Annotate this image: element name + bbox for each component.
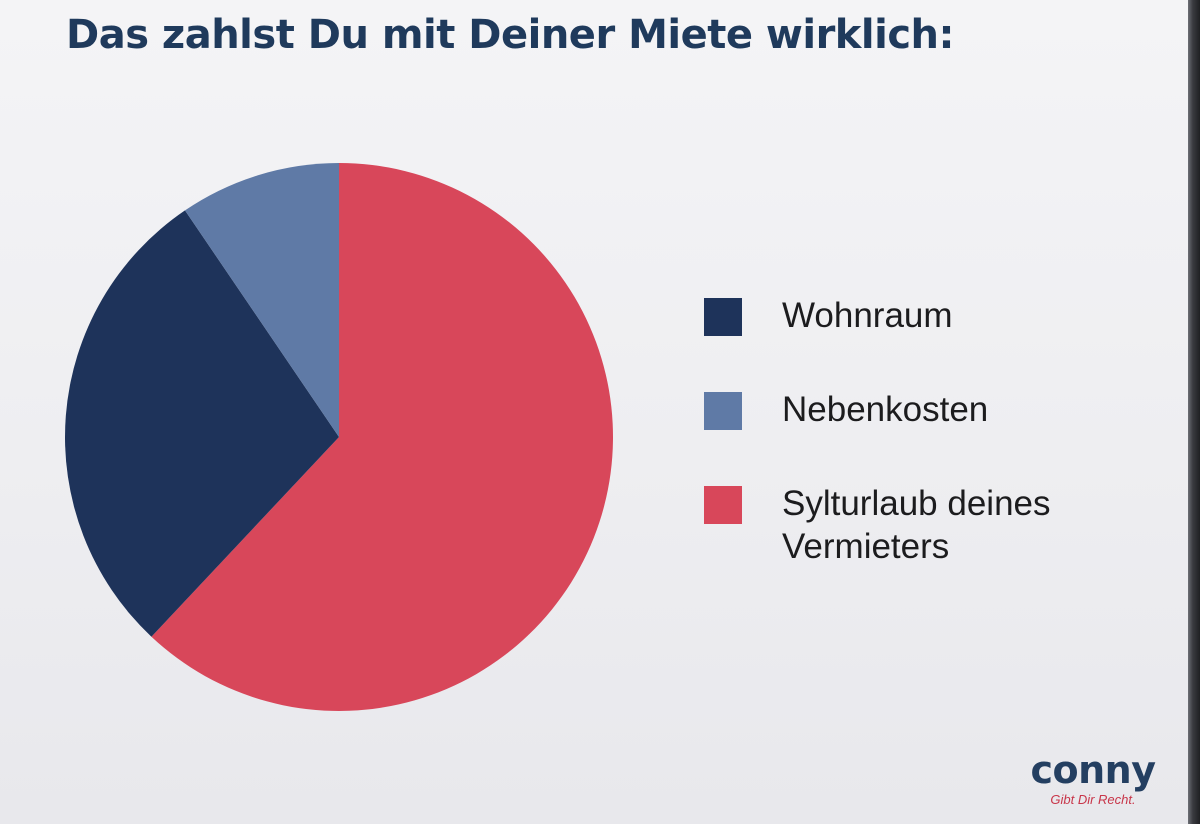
legend-item-nebenkosten: Nebenkosten: [704, 390, 1142, 431]
chart-title: Das zahlst Du mit Deiner Miete wirklich:: [66, 12, 955, 58]
legend-label-wohnraum: Wohnraum: [782, 296, 953, 335]
legend-label-sylturlaub: Sylturlaub deines Vermieters: [782, 484, 1051, 566]
legend-item-sylturlaub: Sylturlaub deines Vermieters: [704, 484, 1142, 568]
legend-swatch-sylturlaub: [704, 486, 742, 524]
legend-swatch-nebenkosten: [704, 392, 742, 430]
pie-slice-nebenkosten: [184, 163, 339, 437]
legend-label-nebenkosten: Nebenkosten: [782, 390, 989, 429]
brand-logo: conny Gibt Dir Recht.: [1012, 748, 1174, 808]
brand-name: conny: [1030, 748, 1156, 792]
background-edge: [1188, 0, 1200, 824]
pie-slice-sylturlaub: [151, 163, 613, 711]
legend-item-wohnraum: Wohnraum: [704, 296, 1142, 337]
pie-slice-wohnraum: [64, 210, 339, 637]
legend-swatch-wohnraum: [704, 298, 742, 336]
brand-tagline: Gibt Dir Recht.: [1050, 792, 1136, 807]
